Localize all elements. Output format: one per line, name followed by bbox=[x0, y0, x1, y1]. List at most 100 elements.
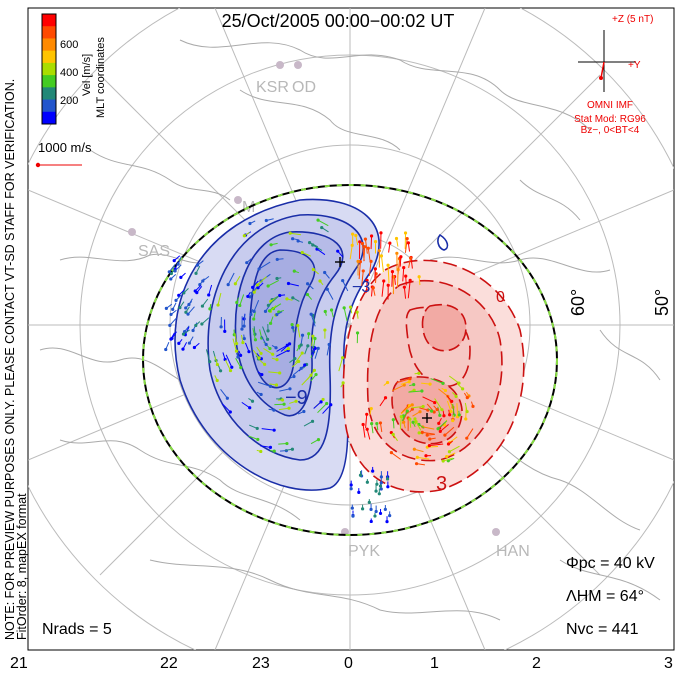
velocity-vector-origin bbox=[200, 304, 205, 308]
velocity-vector-origin bbox=[235, 341, 239, 346]
velocity-vector-origin bbox=[318, 279, 322, 283]
velocity-vector-origin bbox=[361, 269, 365, 273]
velocity-vector-origin bbox=[275, 257, 279, 262]
velocity-vector bbox=[292, 367, 302, 376]
velocity-vector bbox=[316, 248, 326, 256]
velocity-vector-origin bbox=[336, 249, 340, 253]
velocity-vector-origin bbox=[433, 400, 437, 405]
velocity-vector-origin bbox=[420, 389, 424, 393]
velocity-vector-origin bbox=[415, 455, 419, 460]
velocity-vector-origin bbox=[373, 240, 378, 244]
velocity-vector-origin bbox=[309, 312, 313, 316]
velocity-vector-origin bbox=[239, 353, 243, 357]
velocity-vector-origin bbox=[327, 342, 331, 347]
velocity-vector bbox=[235, 357, 242, 368]
velocity-vector-origin bbox=[303, 363, 307, 367]
velocity-vector-origin bbox=[366, 246, 370, 250]
velocity-vector-origin bbox=[421, 404, 425, 409]
velocity-vector-origin bbox=[247, 350, 251, 354]
velocity-vector-origin bbox=[272, 428, 276, 432]
colorbar-tick-600: 600 bbox=[60, 39, 78, 51]
contour-label-positive: 3 bbox=[436, 473, 447, 495]
velocity-vector-origin bbox=[407, 380, 411, 384]
velocity-vector bbox=[371, 423, 374, 434]
velocity-vector-origin bbox=[445, 454, 449, 459]
imf-clock: +Z (5 nT) +Y OMNI IMF Stat Mod: RG96 Bz−… bbox=[574, 14, 653, 136]
velocity-vector-origin bbox=[464, 417, 468, 421]
velocity-vector bbox=[391, 452, 401, 460]
velocity-vector-origin bbox=[405, 237, 409, 241]
velocity-vector-origin bbox=[349, 483, 353, 487]
velocity-vector-origin bbox=[379, 231, 383, 235]
velocity-vector-origin bbox=[399, 255, 403, 259]
velocity-vector bbox=[217, 292, 222, 306]
velocity-vector bbox=[443, 457, 453, 462]
colorbar-label: Vel [m/s] bbox=[81, 54, 93, 96]
velocity-vector-origin bbox=[412, 447, 416, 451]
velocity-vector-origin bbox=[394, 236, 399, 241]
velocity-vector-origin bbox=[449, 409, 453, 414]
velocity-vector-origin bbox=[385, 520, 389, 524]
velocity-vector-origin bbox=[438, 413, 442, 417]
velocity-vector bbox=[297, 325, 301, 338]
velocity-vector bbox=[342, 280, 349, 292]
velocity-vector bbox=[317, 403, 328, 414]
velocity-vector-origin bbox=[391, 432, 395, 437]
velocity-vector bbox=[408, 390, 422, 393]
stat-cross-polar-potential: Φpc = 40 kV bbox=[566, 555, 655, 572]
velocity-vector-origin bbox=[408, 278, 412, 283]
lat-label-60: 60° bbox=[568, 289, 588, 316]
velocity-vector-origin bbox=[363, 245, 367, 249]
velocity-vector-origin bbox=[386, 263, 390, 267]
colorbar-tick-400: 400 bbox=[60, 67, 78, 79]
velocity-vector-origin bbox=[325, 401, 329, 406]
negative-cell bbox=[174, 198, 449, 491]
velocity-vector-origin bbox=[404, 274, 408, 278]
velocity-vector-origin bbox=[297, 359, 301, 364]
velocity-vector-origin bbox=[265, 337, 270, 341]
velocity-vector bbox=[225, 354, 233, 368]
velocity-vector-origin bbox=[291, 237, 295, 241]
velocity-vector-origin bbox=[307, 332, 311, 336]
velocity-vector-origin bbox=[410, 403, 414, 407]
velocity-vector-origin bbox=[225, 396, 229, 400]
velocity-vector-origin bbox=[272, 408, 276, 412]
velocity-vector-origin bbox=[365, 412, 369, 416]
velocity-vector-origin bbox=[454, 394, 458, 398]
colorbar-segment bbox=[42, 99, 56, 113]
velocity-vector bbox=[326, 344, 330, 356]
potential-extrema bbox=[335, 257, 432, 423]
imf-condition: Bz−, 0<BT<4 bbox=[581, 125, 640, 136]
velocity-vector bbox=[312, 338, 316, 349]
stat-hm-latitude: ΛHM = 64° bbox=[566, 588, 644, 605]
velocity-vector-origin bbox=[457, 381, 461, 385]
velocity-vector-origin bbox=[172, 259, 176, 263]
velocity-colorbar bbox=[41, 13, 57, 125]
velocity-vector-origin bbox=[291, 296, 295, 300]
velocity-vector bbox=[358, 261, 361, 280]
velocity-vector bbox=[268, 371, 280, 374]
reference-vector: 1000 m/s bbox=[35, 140, 92, 168]
velocity-vector-origin bbox=[263, 362, 267, 366]
velocity-vector-origin bbox=[195, 263, 200, 267]
velocity-vector bbox=[288, 282, 299, 287]
velocity-vector bbox=[267, 280, 279, 287]
velocity-vector-origin bbox=[323, 270, 327, 275]
velocity-vector-origin bbox=[369, 406, 373, 411]
velocity-vector-origin bbox=[406, 241, 410, 245]
fit-order-note: FitOrder: 8, mapEX format bbox=[15, 493, 29, 640]
velocity-vector-origin bbox=[417, 275, 421, 279]
contour-label-negative-small: −3 bbox=[352, 279, 370, 296]
velocity-vector-origin bbox=[442, 414, 446, 418]
velocity-vector-origin bbox=[233, 282, 237, 286]
velocity-vector-origin bbox=[383, 396, 388, 400]
colorbar-segment bbox=[42, 38, 56, 52]
velocity-vector-origin bbox=[278, 371, 282, 375]
velocity-vector-origin bbox=[292, 374, 296, 379]
velocity-vector-origin bbox=[329, 403, 333, 407]
velocity-vector-origin bbox=[361, 422, 365, 427]
velocity-vector-origin bbox=[312, 368, 316, 372]
velocity-vector bbox=[252, 328, 256, 340]
velocity-vector-origin bbox=[379, 475, 383, 479]
